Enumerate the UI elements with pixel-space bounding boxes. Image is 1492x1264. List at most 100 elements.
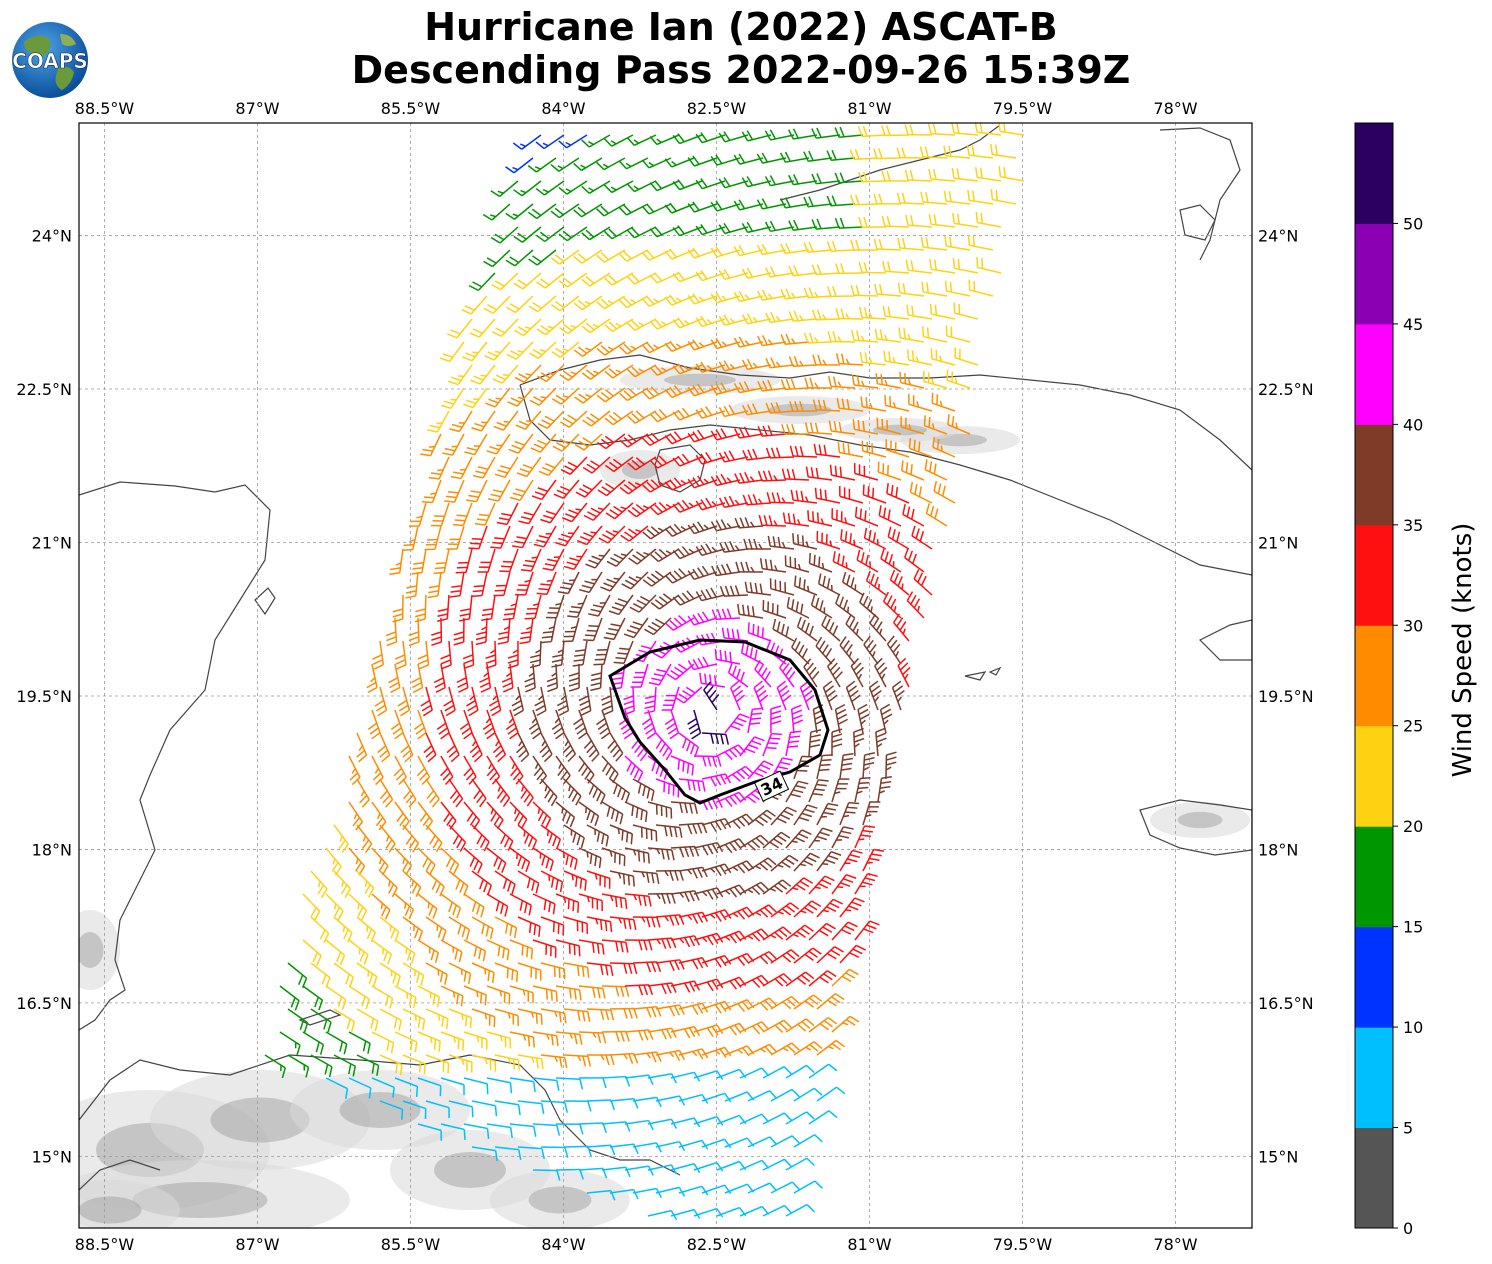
wind-barb	[827, 286, 855, 298]
barb-feather	[430, 1037, 433, 1044]
barb-feather	[583, 639, 594, 642]
barb-feather	[857, 171, 863, 183]
barb-feather	[886, 170, 891, 182]
wind-barb	[976, 256, 1002, 274]
barb-feather	[412, 925, 415, 932]
barb-feather	[695, 271, 703, 281]
barb-feather	[603, 138, 613, 147]
wind-barb	[803, 196, 833, 208]
barb-feather	[972, 190, 975, 202]
wind-barb	[573, 203, 603, 218]
wind-barb	[811, 127, 841, 139]
barb-shaft	[513, 157, 534, 174]
barb-feather	[573, 349, 584, 357]
barb-feather	[437, 469, 444, 472]
wind-barb	[439, 341, 465, 363]
barb-shaft	[656, 272, 680, 284]
barb-feather	[439, 357, 451, 363]
barb-feather	[484, 968, 487, 975]
barb-feather	[787, 745, 799, 748]
wind-barb	[811, 218, 841, 230]
barb-feather	[715, 292, 723, 302]
barb-shaft	[739, 249, 764, 257]
barb-shaft	[769, 456, 794, 459]
barb-feather	[452, 523, 464, 527]
barb-shaft	[761, 524, 786, 527]
barb-feather	[586, 629, 598, 632]
barb-feather	[637, 850, 641, 862]
barb-feather	[433, 571, 445, 575]
barb-feather	[834, 127, 840, 138]
barb-feather	[889, 396, 892, 407]
wind-barb	[528, 341, 557, 359]
barb-feather	[769, 129, 777, 140]
barb-shaft	[500, 318, 519, 337]
coastline	[79, 1159, 161, 1191]
barb-feather	[572, 900, 575, 912]
barb-shaft	[601, 985, 626, 988]
barb-feather	[621, 830, 624, 841]
terrain-patch	[339, 1092, 421, 1128]
barb-feather	[555, 991, 558, 1002]
barb-feather	[527, 1035, 531, 1047]
barb-feather	[921, 281, 925, 293]
barb-feather	[819, 488, 823, 500]
barb-feather	[692, 155, 700, 165]
barb-feather	[905, 462, 909, 473]
barb-shaft	[633, 134, 657, 147]
barb-feather	[738, 199, 746, 210]
barb-feather	[342, 926, 346, 933]
barb-feather	[619, 897, 623, 909]
barb-feather	[608, 228, 617, 237]
wind-barb	[943, 190, 971, 205]
barb-shaft	[830, 203, 856, 207]
barb-feather	[700, 269, 708, 280]
barb-feather	[520, 143, 526, 148]
barb-shaft	[634, 226, 657, 239]
barb-feather	[927, 123, 932, 134]
barb-feather	[581, 278, 591, 287]
wind-barb	[951, 167, 979, 182]
barb-shaft	[830, 157, 856, 162]
wind-barb	[920, 191, 948, 205]
barb-shaft	[762, 295, 787, 301]
barb-feather	[438, 1014, 441, 1021]
wind-barb	[718, 222, 749, 235]
barb-feather	[878, 193, 883, 205]
barb-feather	[577, 602, 584, 605]
barb-shaft	[762, 249, 787, 256]
coastline	[964, 671, 987, 681]
barb-shaft	[907, 179, 932, 182]
barb-feather	[418, 1062, 422, 1073]
barb-feather	[534, 166, 541, 170]
barb-feather	[901, 147, 906, 158]
barb-feather	[573, 162, 582, 172]
barb-shaft	[559, 249, 580, 265]
barb-feather	[843, 814, 850, 818]
wind-barb	[604, 318, 634, 333]
barb-shaft	[589, 272, 611, 287]
barb-feather	[764, 130, 772, 141]
barb-shaft	[885, 315, 910, 320]
barb-feather	[483, 307, 494, 314]
barb-feather	[382, 948, 385, 955]
chart-title: Hurricane Ian (2022) ASCAT-B Descending …	[0, 6, 1492, 92]
barb-feather	[741, 268, 749, 279]
barb-feather	[517, 279, 528, 287]
barb-feather	[813, 554, 816, 566]
terrain-patch	[434, 1152, 506, 1188]
barb-feather	[472, 328, 483, 335]
barb-feather	[863, 262, 868, 273]
barb-feather	[535, 141, 545, 150]
barb-feather	[771, 732, 782, 736]
barb-feather	[585, 347, 591, 352]
barb-feather	[577, 299, 587, 308]
barb-feather	[765, 312, 771, 323]
barb-feather	[714, 648, 718, 660]
barb-feather	[558, 140, 568, 149]
barb-feather	[691, 764, 694, 776]
barb-feather	[859, 776, 871, 780]
barb-shaft	[582, 341, 603, 357]
wind-barb	[881, 215, 909, 228]
barb-feather	[677, 271, 685, 281]
